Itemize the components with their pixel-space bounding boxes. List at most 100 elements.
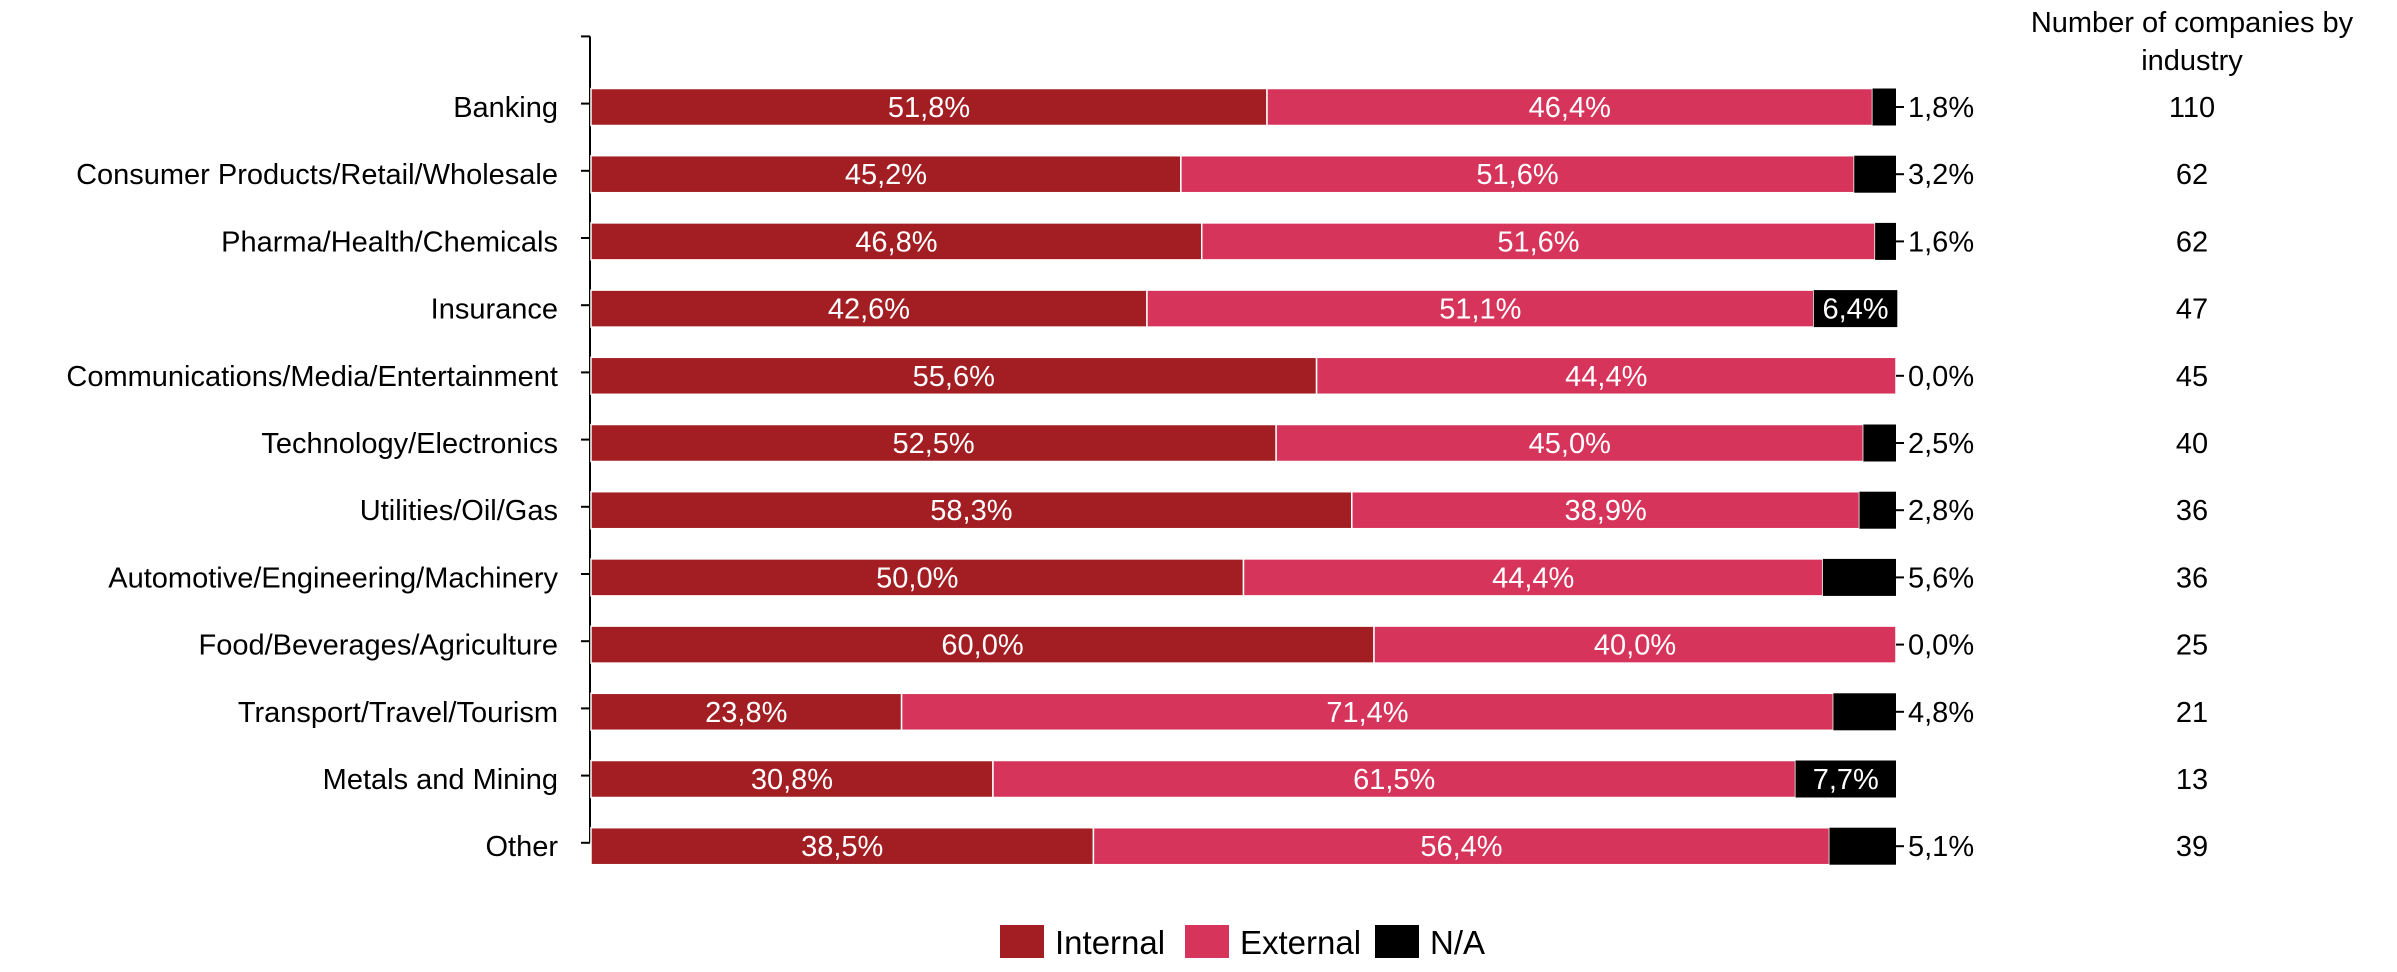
bar-segment-na	[1854, 155, 1896, 193]
bar-segment-external	[1351, 490, 1861, 530]
bar-value-label: 2,5%	[1908, 428, 1974, 460]
legend-label: Internal	[1055, 924, 1165, 961]
bar-value-label: 46,4%	[1529, 92, 1611, 124]
bar-segment-external	[1242, 558, 1824, 597]
bar-value-label: 30,8%	[751, 764, 833, 796]
category-label: Metals and Mining	[323, 764, 558, 796]
company-counts: Number of companies by industry 110 62 62 4…	[2031, 7, 2354, 863]
company-count: 36	[2176, 495, 2208, 527]
bar-segment-na	[1863, 424, 1896, 462]
y-axis	[581, 35, 591, 844]
bar-segment-external	[1315, 356, 1897, 396]
category-labels: Banking Consumer Products/Retail/Wholesal…	[66, 92, 558, 863]
bar-value-label: 56,4%	[1420, 831, 1502, 863]
bar-value-label: 45,2%	[845, 159, 927, 191]
company-count: 62	[2176, 226, 2208, 258]
bar-value-label: 61,5%	[1353, 764, 1435, 796]
bar-value-label: 4,8%	[1908, 697, 1974, 729]
bar-value-label: 7,7%	[1813, 764, 1879, 796]
bar-value-label: 40,0%	[1594, 630, 1676, 662]
bar-value-label: 55,6%	[913, 361, 995, 393]
bar-value-label: 1,8%	[1908, 92, 1974, 124]
category-label: Utilities/Oil/Gas	[360, 495, 558, 527]
bar-value-label: 5,1%	[1908, 831, 1974, 863]
bar-segment-internal	[590, 490, 1353, 530]
bar-segment-external	[1373, 625, 1897, 664]
bar-segment-internal	[590, 625, 1375, 664]
company-count: 110	[2169, 92, 2215, 124]
bar-value-label: 38,9%	[1565, 495, 1647, 527]
bar-value-label: 42,6%	[828, 294, 910, 326]
bar-segment-na	[1829, 827, 1896, 865]
bar-value-label: 51,1%	[1439, 294, 1521, 326]
category-label: Transport/Travel/Tourism	[238, 697, 558, 729]
legend-swatch-external	[1185, 925, 1229, 958]
category-label: Automotive/Engineering/Machinery	[108, 562, 558, 594]
bar-segment-na	[1875, 222, 1896, 260]
category-label: Food/Beverages/Agriculture	[199, 630, 558, 662]
bar-value-label: 6,4%	[1822, 294, 1888, 326]
category-label: Other	[485, 831, 558, 863]
bar-segment-na	[1872, 88, 1896, 126]
bar-segment-internal	[590, 423, 1277, 463]
category-label: Insurance	[431, 294, 558, 326]
category-label: Pharma/Health/Chemicals	[221, 226, 558, 258]
company-count: 36	[2176, 562, 2208, 594]
company-count: 13	[2176, 764, 2208, 796]
bar-value-label: 51,8%	[888, 92, 970, 124]
counts-header-line-2: industry	[2141, 45, 2243, 77]
bar-segment-internal	[590, 692, 903, 732]
bar-segment-na	[1859, 491, 1896, 529]
bar-segment-external	[1092, 826, 1831, 866]
category-label: Consumer Products/Retail/Wholesale	[76, 159, 558, 191]
legend-label: External	[1240, 924, 1361, 961]
bar-segment-external	[1275, 423, 1865, 463]
bar-value-label: 23,8%	[705, 697, 787, 729]
bar-segment-na	[1833, 693, 1896, 731]
bar-segment-internal	[590, 222, 1203, 261]
legend-swatch-na	[1375, 925, 1419, 958]
company-count: 25	[2176, 630, 2208, 662]
bar-value-label: 52,5%	[892, 428, 974, 460]
bar-value-label: 5,6%	[1908, 562, 1974, 594]
bar-value-label: 0,0%	[1908, 361, 1974, 393]
bar-segment-internal	[590, 759, 994, 799]
bar-segment-na	[1822, 558, 1896, 596]
company-count: 40	[2176, 428, 2208, 460]
legend-label: N/A	[1430, 924, 1485, 961]
bar-value-label: 3,2%	[1908, 159, 1974, 191]
bar-value-label: 71,4%	[1326, 697, 1408, 729]
bar-value-label: 58,3%	[930, 495, 1012, 527]
bar-value-label: 44,4%	[1565, 361, 1647, 393]
bar-segment-internal	[590, 826, 1095, 866]
bar-segment-na	[1795, 760, 1896, 798]
bar-segment-external	[992, 759, 1797, 799]
legend-swatch-internal	[1000, 925, 1044, 958]
bar-segment-internal	[590, 289, 1148, 328]
company-count: 21	[2176, 697, 2208, 729]
company-count: 62	[2176, 159, 2208, 191]
bar-value-label: 0,0%	[1908, 630, 1974, 662]
company-count: 47	[2176, 294, 2208, 326]
bar-segment-external	[1200, 222, 1876, 261]
counts-header-line-1: Number of companies by	[2031, 7, 2354, 39]
company-count: 39	[2176, 831, 2208, 863]
bars: 51,8% 46,4% 1,8% 45,2% 51,6% 3,2% 46,8% 51,6% 1,…	[590, 87, 1974, 866]
bar-value-label: 51,6%	[1476, 159, 1558, 191]
bar-segment-external	[1180, 154, 1855, 194]
bar-value-label: 46,8%	[855, 226, 937, 258]
category-label: Communications/Media/Entertainment	[66, 361, 558, 393]
bar-value-label: 44,4%	[1492, 562, 1574, 594]
legend: Internal External N/A	[1000, 924, 1485, 961]
bar-value-label: 2,8%	[1908, 495, 1974, 527]
bar-segment-na	[1813, 290, 1898, 328]
category-label: Banking	[453, 92, 558, 124]
category-label: Technology/Electronics	[261, 428, 558, 460]
bar-value-label: 51,6%	[1497, 226, 1579, 258]
bar-value-label: 60,0%	[941, 630, 1023, 662]
bar-value-label: 50,0%	[876, 562, 958, 594]
bar-segment-internal	[590, 558, 1245, 597]
bar-value-label: 45,0%	[1529, 428, 1611, 460]
bar-value-label: 38,5%	[801, 831, 883, 863]
